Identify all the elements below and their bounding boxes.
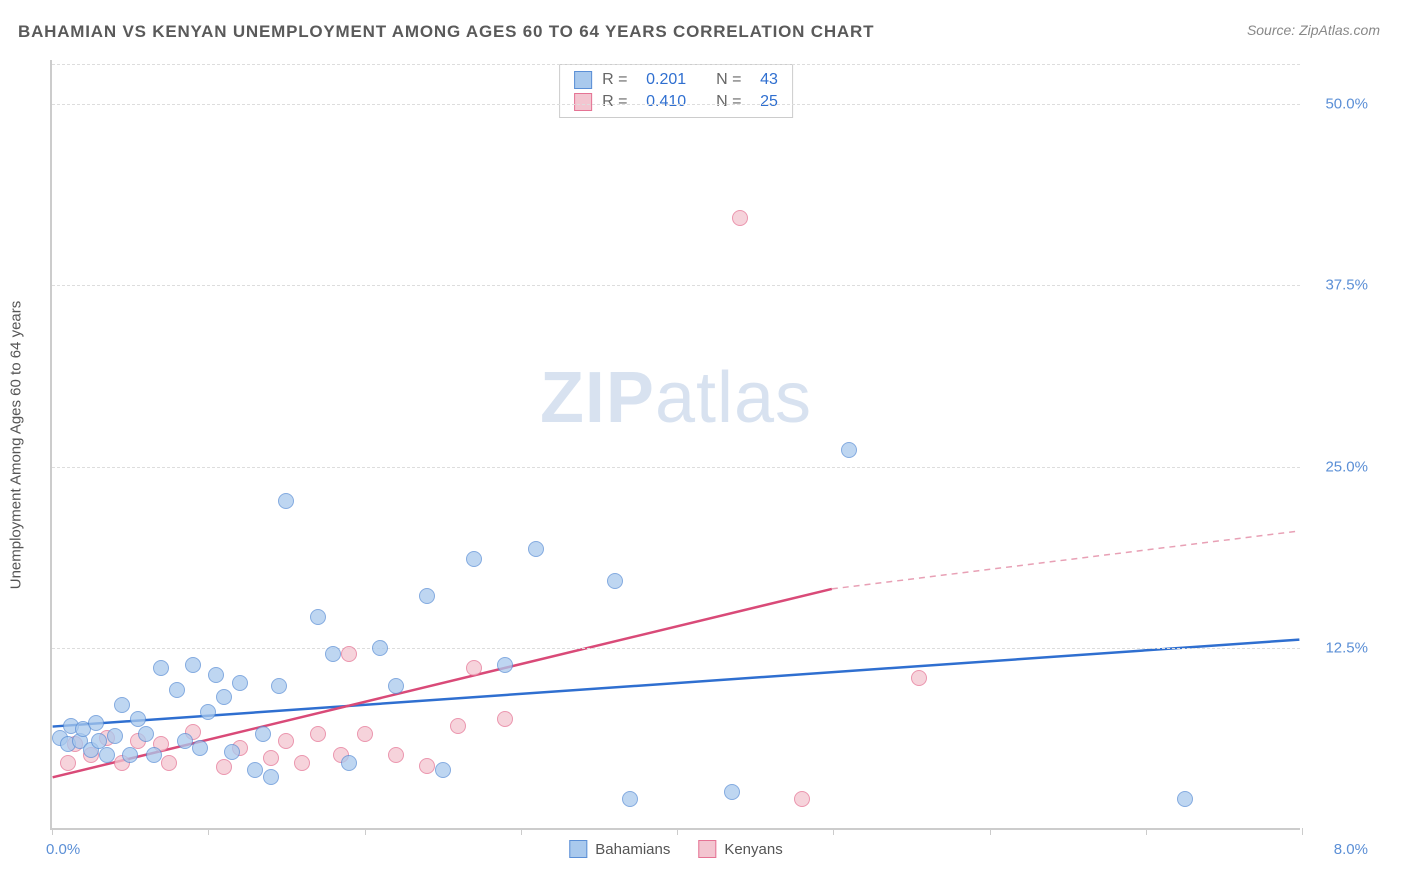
data-point (310, 609, 326, 625)
y-axis-label: Unemployment Among Ages 60 to 64 years (8, 301, 25, 590)
data-point (247, 762, 263, 778)
data-point (724, 784, 740, 800)
data-point (466, 551, 482, 567)
data-point (153, 660, 169, 676)
legend-row-bahamians: R = 0.201 N = 43 (574, 69, 778, 91)
x-tick (990, 828, 991, 835)
y-tick-label: 37.5% (1325, 277, 1368, 294)
data-point (794, 791, 810, 807)
gridline (52, 64, 1300, 65)
x-tick (1146, 828, 1147, 835)
data-point (325, 646, 341, 662)
data-point (130, 711, 146, 727)
data-point (435, 762, 451, 778)
gridline (52, 648, 1300, 649)
data-point (161, 755, 177, 771)
swatch-blue (569, 840, 587, 858)
y-tick-label: 12.5% (1325, 640, 1368, 657)
data-point (271, 678, 287, 694)
data-point (419, 588, 435, 604)
data-point (169, 682, 185, 698)
data-point (216, 759, 232, 775)
x-tick (833, 828, 834, 835)
data-point (497, 711, 513, 727)
data-point (841, 442, 857, 458)
legend-item-kenyans: Kenyans (698, 840, 782, 858)
data-point (263, 750, 279, 766)
data-point (294, 755, 310, 771)
data-point (91, 733, 107, 749)
data-point (388, 747, 404, 763)
chart-title: BAHAMIAN VS KENYAN UNEMPLOYMENT AMONG AG… (18, 22, 874, 42)
data-point (278, 493, 294, 509)
data-point (341, 755, 357, 771)
watermark: ZIPatlas (540, 357, 812, 439)
data-point (732, 210, 748, 226)
x-tick (677, 828, 678, 835)
x-axis-max-label: 8.0% (1334, 841, 1368, 858)
gridline (52, 285, 1300, 286)
data-point (419, 758, 435, 774)
source-attribution: Source: ZipAtlas.com (1247, 22, 1380, 38)
series-legend: Bahamians Kenyans (569, 840, 782, 858)
data-point (107, 728, 123, 744)
data-point (388, 678, 404, 694)
x-tick (521, 828, 522, 835)
data-point (263, 769, 279, 785)
chart-container: Unemployment Among Ages 60 to 64 years Z… (50, 60, 1370, 830)
data-point (911, 670, 927, 686)
data-point (60, 755, 76, 771)
gridline (52, 104, 1300, 105)
data-point (216, 689, 232, 705)
data-point (310, 726, 326, 742)
swatch-pink (574, 93, 592, 111)
data-point (607, 573, 623, 589)
data-point (146, 747, 162, 763)
data-point (357, 726, 373, 742)
data-point (99, 747, 115, 763)
scatter-plot: ZIPatlas R = 0.201 N = 43 R = 0.410 N = … (50, 60, 1300, 830)
data-point (255, 726, 271, 742)
data-point (466, 660, 482, 676)
data-point (528, 541, 544, 557)
x-tick (208, 828, 209, 835)
data-point (138, 726, 154, 742)
x-tick (365, 828, 366, 835)
correlation-legend: R = 0.201 N = 43 R = 0.410 N = 25 (559, 64, 793, 118)
data-point (185, 657, 201, 673)
legend-item-bahamians: Bahamians (569, 840, 670, 858)
data-point (192, 740, 208, 756)
data-point (372, 640, 388, 656)
data-point (114, 697, 130, 713)
swatch-pink (698, 840, 716, 858)
data-point (122, 747, 138, 763)
gridline (52, 467, 1300, 468)
swatch-blue (574, 71, 592, 89)
data-point (232, 675, 248, 691)
y-tick-label: 50.0% (1325, 95, 1368, 112)
data-point (224, 744, 240, 760)
y-tick-label: 25.0% (1325, 458, 1368, 475)
data-point (88, 715, 104, 731)
data-point (278, 733, 294, 749)
data-point (200, 704, 216, 720)
data-point (1177, 791, 1193, 807)
x-tick (1302, 828, 1303, 835)
data-point (208, 667, 224, 683)
data-point (177, 733, 193, 749)
data-point (622, 791, 638, 807)
x-axis-min-label: 0.0% (46, 841, 80, 858)
data-point (341, 646, 357, 662)
x-tick (52, 828, 53, 835)
legend-row-kenyans: R = 0.410 N = 25 (574, 91, 778, 113)
data-point (497, 657, 513, 673)
data-point (450, 718, 466, 734)
trend-lines (52, 60, 1300, 828)
